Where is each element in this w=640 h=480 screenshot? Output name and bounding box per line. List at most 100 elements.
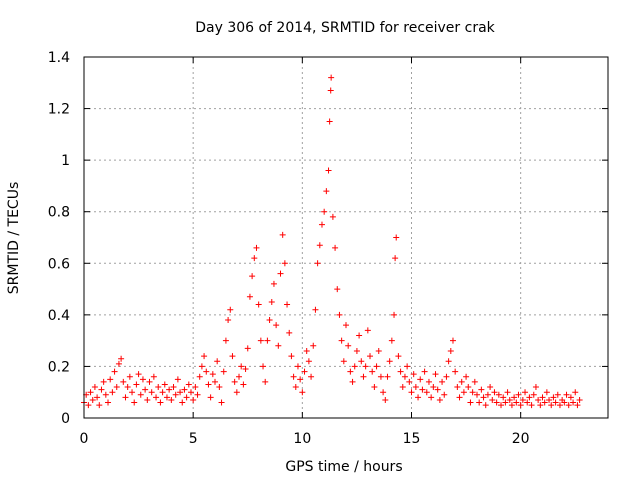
data-point xyxy=(434,386,441,393)
data-point xyxy=(351,363,358,370)
data-point xyxy=(244,345,251,352)
data-point xyxy=(321,208,328,215)
data-point xyxy=(356,332,363,339)
data-point xyxy=(502,399,509,406)
data-point xyxy=(144,396,151,403)
x-tick-label: 20 xyxy=(512,431,530,447)
data-point xyxy=(260,363,267,370)
data-point xyxy=(469,389,476,396)
data-point xyxy=(506,396,513,403)
data-point xyxy=(493,399,500,406)
data-point xyxy=(185,381,192,388)
data-point xyxy=(550,394,557,401)
data-point xyxy=(465,384,472,391)
data-point xyxy=(179,399,186,406)
data-point xyxy=(428,394,435,401)
data-point xyxy=(238,363,245,370)
data-point xyxy=(118,355,125,362)
data-point xyxy=(284,301,291,308)
data-point xyxy=(554,391,561,398)
data-point xyxy=(159,389,166,396)
data-point xyxy=(375,347,382,354)
data-point xyxy=(482,402,489,409)
data-point xyxy=(458,378,465,385)
y-tick-label: 1 xyxy=(61,153,70,169)
data-point xyxy=(325,167,332,174)
data-point xyxy=(249,273,256,280)
y-tick-label: 0.8 xyxy=(48,205,70,221)
data-point xyxy=(174,376,181,383)
data-point xyxy=(166,386,173,393)
data-point xyxy=(192,384,199,391)
data-point xyxy=(489,396,496,403)
data-point xyxy=(532,384,539,391)
data-point xyxy=(343,322,349,329)
data-point xyxy=(251,255,258,262)
data-point xyxy=(460,389,467,396)
data-point xyxy=(273,322,280,329)
data-point xyxy=(474,391,480,398)
data-point xyxy=(294,363,301,370)
data-point xyxy=(201,353,208,360)
data-point xyxy=(456,394,463,401)
data-point xyxy=(484,391,491,398)
data-point xyxy=(443,373,450,380)
data-point xyxy=(425,378,432,385)
data-point xyxy=(161,381,168,388)
data-point xyxy=(535,396,542,403)
data-point xyxy=(225,317,232,324)
data-point xyxy=(286,329,293,336)
data-point xyxy=(262,378,269,385)
data-point xyxy=(570,399,577,406)
y-tick-label: 1.4 xyxy=(48,50,70,66)
data-point xyxy=(102,391,109,398)
x-tick-label: 10 xyxy=(293,431,311,447)
data-point xyxy=(528,402,535,409)
data-point xyxy=(412,384,419,391)
data-point xyxy=(548,402,555,409)
y-tick-label: 0.2 xyxy=(48,359,70,375)
data-point xyxy=(360,373,367,380)
data-point xyxy=(574,402,581,409)
data-point xyxy=(401,373,408,380)
data-point xyxy=(552,399,559,406)
data-point xyxy=(242,366,249,373)
data-point xyxy=(268,298,275,305)
data-point xyxy=(196,373,203,380)
data-point xyxy=(439,378,446,385)
data-point xyxy=(98,386,105,393)
data-point xyxy=(463,373,470,380)
data-point xyxy=(246,293,253,300)
data-point xyxy=(288,353,295,360)
data-point xyxy=(290,373,297,380)
axis-ticks: 0 5 10 15 20 0 0.2 0.4 0.6 0.8 1 1.2 1.4 xyxy=(48,50,608,447)
data-point xyxy=(229,353,236,360)
data-point xyxy=(305,358,312,365)
y-tick-label: 0.6 xyxy=(48,256,70,272)
data-point xyxy=(476,399,483,406)
data-point xyxy=(163,394,170,401)
data-point xyxy=(332,244,339,251)
data-point xyxy=(386,358,393,365)
data-point xyxy=(495,391,502,398)
data-point xyxy=(517,402,524,409)
data-point xyxy=(327,87,334,94)
data-point xyxy=(279,231,286,238)
data-point xyxy=(430,384,437,391)
data-point xyxy=(369,368,376,375)
data-point xyxy=(539,394,546,401)
data-point xyxy=(326,118,333,125)
data-point xyxy=(183,394,190,401)
data-point xyxy=(500,394,507,401)
data-point xyxy=(487,384,494,391)
data-point xyxy=(349,378,356,385)
data-point xyxy=(504,389,511,396)
data-point xyxy=(421,368,428,375)
data-point xyxy=(364,327,371,334)
data-point xyxy=(380,389,387,396)
data-point xyxy=(522,389,529,396)
data-point xyxy=(181,386,188,393)
y-tick-label: 1.2 xyxy=(48,102,70,118)
